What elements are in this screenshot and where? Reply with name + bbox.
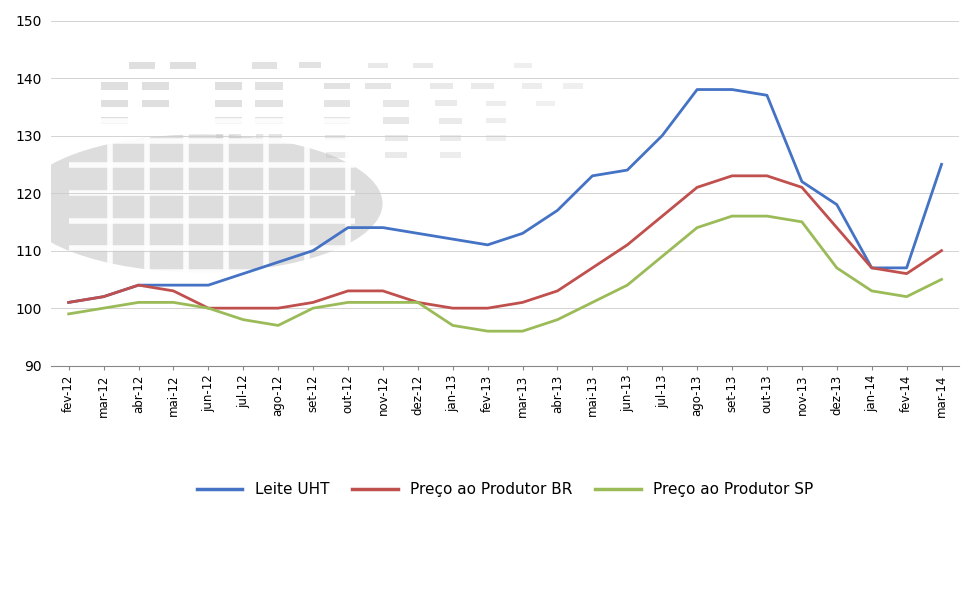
Circle shape <box>19 134 383 272</box>
FancyBboxPatch shape <box>440 135 461 140</box>
FancyBboxPatch shape <box>101 100 129 107</box>
FancyBboxPatch shape <box>214 117 242 124</box>
FancyBboxPatch shape <box>440 152 461 158</box>
FancyBboxPatch shape <box>101 117 129 124</box>
FancyBboxPatch shape <box>486 100 506 106</box>
FancyBboxPatch shape <box>434 100 458 106</box>
FancyBboxPatch shape <box>385 135 407 141</box>
FancyBboxPatch shape <box>325 135 349 141</box>
FancyBboxPatch shape <box>563 83 583 89</box>
FancyBboxPatch shape <box>256 134 281 141</box>
FancyBboxPatch shape <box>368 63 388 68</box>
FancyBboxPatch shape <box>252 62 278 69</box>
FancyBboxPatch shape <box>255 117 282 124</box>
FancyBboxPatch shape <box>471 83 494 89</box>
FancyBboxPatch shape <box>324 117 350 124</box>
FancyBboxPatch shape <box>413 63 433 68</box>
FancyBboxPatch shape <box>324 83 350 90</box>
FancyBboxPatch shape <box>431 83 453 89</box>
FancyBboxPatch shape <box>386 152 407 158</box>
FancyBboxPatch shape <box>326 152 349 158</box>
FancyBboxPatch shape <box>255 100 282 107</box>
FancyBboxPatch shape <box>255 82 282 90</box>
Legend: Leite UHT, Preço ao Produtor BR, Preço ao Produtor SP: Leite UHT, Preço ao Produtor BR, Preço a… <box>191 476 820 503</box>
FancyBboxPatch shape <box>170 62 196 69</box>
FancyBboxPatch shape <box>324 100 350 106</box>
FancyBboxPatch shape <box>522 83 543 89</box>
FancyBboxPatch shape <box>142 82 169 90</box>
FancyBboxPatch shape <box>514 63 533 68</box>
FancyBboxPatch shape <box>365 83 391 90</box>
FancyBboxPatch shape <box>439 117 462 123</box>
FancyBboxPatch shape <box>214 100 242 107</box>
FancyBboxPatch shape <box>486 135 506 140</box>
FancyBboxPatch shape <box>537 101 555 106</box>
FancyBboxPatch shape <box>142 100 169 107</box>
FancyBboxPatch shape <box>384 100 409 106</box>
FancyBboxPatch shape <box>130 62 155 69</box>
FancyBboxPatch shape <box>486 118 506 123</box>
FancyBboxPatch shape <box>384 117 409 124</box>
FancyBboxPatch shape <box>215 134 241 141</box>
FancyBboxPatch shape <box>214 82 242 90</box>
FancyBboxPatch shape <box>101 82 129 90</box>
FancyBboxPatch shape <box>299 62 321 68</box>
